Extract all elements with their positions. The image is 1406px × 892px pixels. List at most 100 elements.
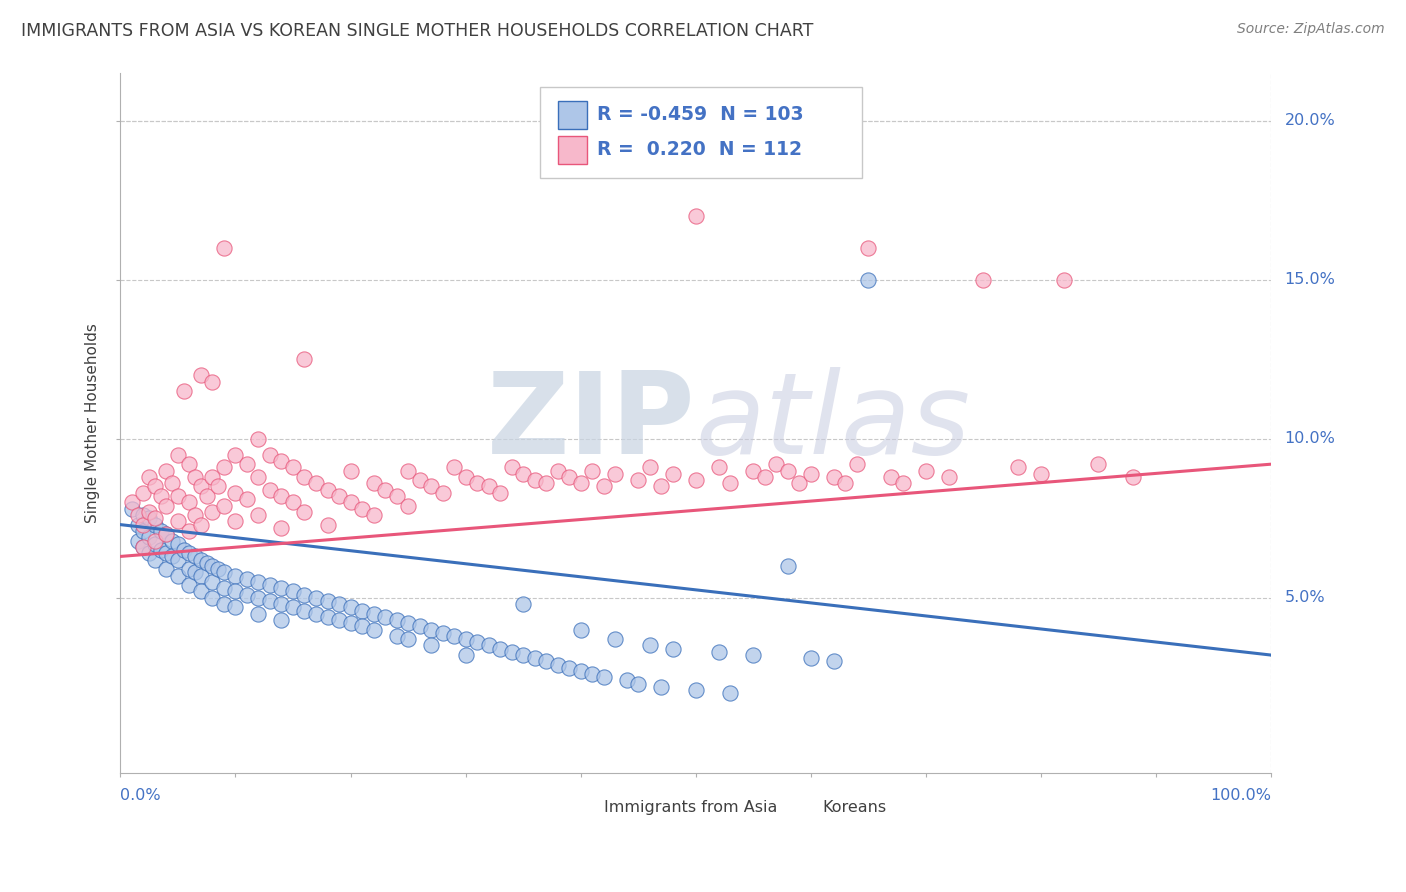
Text: 5.0%: 5.0%	[1285, 591, 1326, 606]
Point	[765, 457, 787, 471]
Text: Koreans: Koreans	[823, 800, 886, 815]
Point	[212, 499, 235, 513]
Point	[247, 591, 270, 605]
Text: 0.0%: 0.0%	[121, 789, 162, 803]
Point	[523, 651, 546, 665]
Point	[1087, 457, 1109, 471]
Point	[650, 479, 672, 493]
Point	[972, 273, 994, 287]
Point	[179, 495, 201, 509]
Point	[155, 527, 177, 541]
Point	[149, 524, 172, 538]
Point	[190, 479, 212, 493]
FancyBboxPatch shape	[786, 796, 815, 820]
Point	[420, 479, 443, 493]
Point	[201, 574, 224, 589]
Point	[138, 530, 160, 544]
Point	[350, 619, 373, 633]
Point	[167, 515, 190, 529]
Point	[138, 470, 160, 484]
Point	[184, 508, 207, 522]
Point	[138, 505, 160, 519]
Point	[138, 546, 160, 560]
Point	[224, 448, 246, 462]
Point	[190, 368, 212, 383]
Point	[294, 470, 316, 484]
Point	[938, 470, 960, 484]
Point	[173, 384, 195, 398]
Point	[179, 524, 201, 538]
Point	[259, 594, 281, 608]
Point	[374, 483, 396, 497]
Point	[603, 632, 626, 647]
Point	[1053, 273, 1076, 287]
Point	[224, 584, 246, 599]
Point	[305, 607, 328, 621]
Point	[408, 473, 430, 487]
Point	[454, 648, 477, 662]
Point	[638, 460, 661, 475]
Point	[143, 479, 166, 493]
Point	[184, 566, 207, 580]
Point	[270, 521, 292, 535]
Point	[212, 566, 235, 580]
Point	[167, 552, 190, 566]
Point	[328, 597, 350, 611]
Point	[363, 508, 385, 522]
Point	[396, 499, 419, 513]
Text: 15.0%: 15.0%	[1285, 272, 1336, 287]
Point	[201, 591, 224, 605]
Point	[465, 476, 488, 491]
Point	[420, 639, 443, 653]
Point	[132, 540, 155, 554]
Point	[776, 464, 799, 478]
Point	[207, 562, 229, 576]
Point	[305, 476, 328, 491]
Point	[190, 568, 212, 582]
Point	[856, 273, 879, 287]
Point	[914, 464, 936, 478]
Point	[339, 464, 361, 478]
Point	[294, 603, 316, 617]
Point	[339, 495, 361, 509]
Point	[179, 562, 201, 576]
FancyBboxPatch shape	[558, 101, 588, 129]
Point	[224, 600, 246, 615]
Point	[512, 467, 534, 481]
Point	[247, 508, 270, 522]
Point	[270, 489, 292, 503]
Point	[432, 485, 454, 500]
Point	[281, 584, 304, 599]
Point	[179, 457, 201, 471]
Text: atlas: atlas	[696, 368, 970, 478]
Point	[477, 479, 499, 493]
Point	[127, 508, 149, 522]
Point	[236, 588, 259, 602]
Point	[477, 639, 499, 653]
Point	[454, 470, 477, 484]
Point	[432, 625, 454, 640]
Point	[396, 616, 419, 631]
Text: 100.0%: 100.0%	[1209, 789, 1271, 803]
Point	[823, 470, 845, 484]
Point	[707, 460, 730, 475]
Text: R =  0.220  N = 112: R = 0.220 N = 112	[596, 140, 801, 160]
Point	[385, 489, 408, 503]
Point	[834, 476, 856, 491]
Point	[236, 457, 259, 471]
Point	[638, 639, 661, 653]
Point	[184, 470, 207, 484]
Point	[212, 460, 235, 475]
Point	[236, 492, 259, 507]
Point	[160, 476, 183, 491]
Point	[547, 464, 569, 478]
FancyBboxPatch shape	[540, 87, 862, 178]
Point	[201, 559, 224, 574]
Point	[121, 501, 143, 516]
Point	[143, 511, 166, 525]
Point	[212, 581, 235, 595]
Point	[132, 508, 155, 522]
Point	[201, 505, 224, 519]
Point	[880, 470, 903, 484]
Point	[534, 654, 557, 668]
